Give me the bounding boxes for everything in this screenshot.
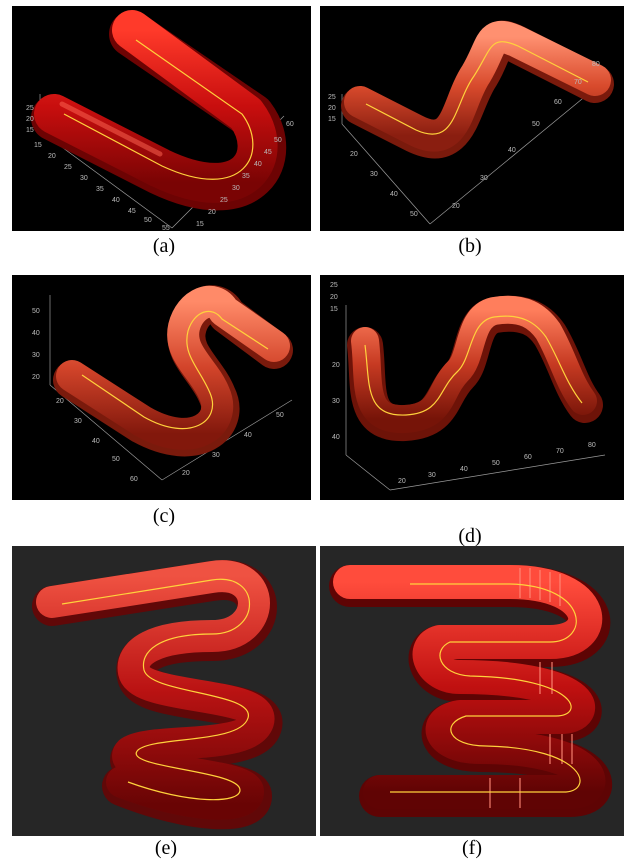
tick-label: 20 (208, 209, 216, 216)
tick-label: 20 (332, 362, 340, 369)
tick-label: 40 (244, 432, 252, 439)
s-tube-render: 25 20 15 20 30 40 50 80 70 60 50 40 30 2… (328, 20, 614, 225)
tick-label: 50 (144, 217, 152, 224)
tick-label: 20 (350, 151, 358, 158)
tick-label: 50 (410, 211, 418, 218)
tick-label: 70 (574, 79, 582, 86)
x-ticks: 20 30 40 50 60 (56, 398, 138, 483)
caption-f: (f) (462, 837, 482, 859)
tick-label: 40 (92, 438, 100, 445)
tick-label: 20 (328, 105, 336, 112)
tick-label: 50 (532, 121, 540, 128)
wave-tube-render: 25 20 15 20 30 40 20 30 40 50 60 70 80 (330, 282, 606, 491)
z-ticks: 25 20 15 (330, 282, 338, 313)
tick-label: 40 (112, 197, 120, 204)
tick-label: 45 (264, 149, 272, 156)
tick-label: 60 (286, 121, 294, 128)
tick-label: 25 (328, 94, 336, 101)
tick-label: 80 (592, 61, 600, 68)
tick-label: 20 (56, 398, 64, 405)
panel-a: 25 20 15 15 20 25 30 35 40 45 50 55 60 5… (12, 6, 311, 231)
tick-label: 20 (452, 203, 460, 210)
tick-label: 25 (26, 105, 34, 112)
tick-label: 50 (32, 308, 40, 315)
tick-label: 20 (48, 153, 56, 160)
tick-label: 30 (480, 175, 488, 182)
tick-label: 40 (332, 434, 340, 441)
panel-d: 25 20 15 20 30 40 20 30 40 50 60 70 80 (320, 275, 624, 500)
tick-label: 25 (220, 197, 228, 204)
caption-d: (d) (458, 525, 482, 547)
tick-label: 15 (330, 306, 338, 313)
tick-label: 80 (588, 442, 596, 449)
tick-label: 30 (332, 398, 340, 405)
tick-label: 30 (428, 472, 436, 479)
tick-label: 25 (330, 282, 338, 289)
tick-label: 30 (80, 175, 88, 182)
y-ticks: 20 30 40 50 60 70 80 (398, 442, 596, 485)
tick-label: 60 (524, 454, 532, 461)
tick-label: 15 (34, 142, 42, 149)
tick-label: 25 (64, 164, 72, 171)
panel-f (320, 546, 624, 836)
z-ticks: 25 20 15 (26, 105, 34, 134)
tick-label: 60 (130, 476, 138, 483)
tick-label: 50 (274, 137, 282, 144)
tick-label: 30 (74, 418, 82, 425)
z-ticks: 50 40 30 20 (32, 308, 40, 381)
coil-tube-alt-render (329, 565, 612, 817)
tick-label: 40 (32, 330, 40, 337)
x-ticks: 20 30 40 50 (350, 151, 418, 218)
caption-b: (b) (458, 235, 482, 257)
x-ticks: 20 30 40 (332, 362, 340, 441)
tick-label: 50 (112, 456, 120, 463)
tick-label: 20 (32, 374, 40, 381)
panel-e (12, 546, 316, 836)
tick-label: 20 (398, 478, 406, 485)
tick-label: 40 (460, 466, 468, 473)
tick-label: 20 (330, 294, 338, 301)
caption-e: (e) (154, 837, 178, 859)
tick-label: 30 (370, 171, 378, 178)
tick-label: 15 (26, 127, 34, 134)
tick-label: 30 (212, 452, 220, 459)
tick-label: 45 (128, 208, 136, 215)
axes (345, 305, 606, 491)
tick-label: 15 (196, 221, 204, 228)
tick-label: 60 (554, 99, 562, 106)
tick-label: 30 (32, 352, 40, 359)
caption-c: (c) (152, 505, 176, 527)
u-tube-render: 25 20 15 15 20 25 30 35 40 45 50 55 60 5… (26, 10, 294, 231)
tick-label: 40 (254, 161, 262, 168)
tick-label: 35 (242, 173, 250, 180)
tick-label: 15 (328, 116, 336, 123)
tick-label: 35 (96, 186, 104, 193)
tick-label: 50 (276, 412, 284, 419)
tick-label: 55 (162, 225, 170, 231)
y-ticks: 80 70 60 50 40 30 20 (452, 61, 600, 210)
coil-tube-render (32, 560, 283, 830)
panel-b: 25 20 15 20 30 40 50 80 70 60 50 40 30 2… (320, 6, 624, 231)
tick-label: 20 (182, 470, 190, 477)
x-ticks: 15 20 25 30 35 40 45 50 55 (34, 142, 170, 231)
y-ticks: 60 50 45 40 35 30 25 20 15 (196, 121, 294, 228)
s-tube-3d-render: 50 40 30 20 20 30 40 50 60 50 40 30 20 (32, 285, 293, 483)
tick-label: 20 (26, 116, 34, 123)
z-ticks: 25 20 15 (328, 94, 336, 123)
tick-label: 70 (556, 448, 564, 455)
tick-label: 40 (390, 191, 398, 198)
panel-c: 50 40 30 20 20 30 40 50 60 50 40 30 20 (12, 275, 311, 500)
caption-a: (a) (152, 235, 176, 257)
tick-label: 50 (492, 460, 500, 467)
tick-label: 40 (508, 147, 516, 154)
tick-label: 30 (232, 185, 240, 192)
y-ticks: 50 40 30 20 (182, 412, 284, 477)
